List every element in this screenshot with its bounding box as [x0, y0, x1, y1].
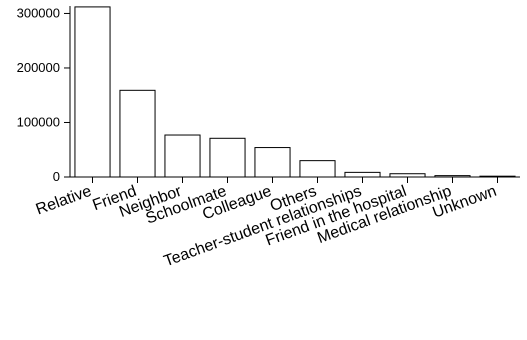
bar-friend	[119, 89, 156, 178]
bars	[74, 6, 516, 178]
bar-others	[299, 160, 336, 178]
bar-colleague	[254, 147, 291, 178]
y-axis: 0 100000 200000 300000	[17, 5, 70, 184]
y-tick-label: 0	[53, 169, 60, 184]
x-axis: RelativeFriendNeighborSchoolmateColleagu…	[34, 177, 499, 270]
bar-relative	[74, 6, 111, 178]
axis-lines	[69, 6, 520, 178]
bar-schoolmate	[209, 137, 246, 178]
y-tick-label: 300000	[17, 5, 60, 20]
y-tick-label: 100000	[17, 114, 60, 129]
bar-neighbor	[164, 134, 201, 178]
bar-teacher-student-relationships	[344, 171, 381, 178]
x-tick-label: Relative	[34, 183, 94, 219]
y-tick-label: 200000	[17, 60, 60, 75]
